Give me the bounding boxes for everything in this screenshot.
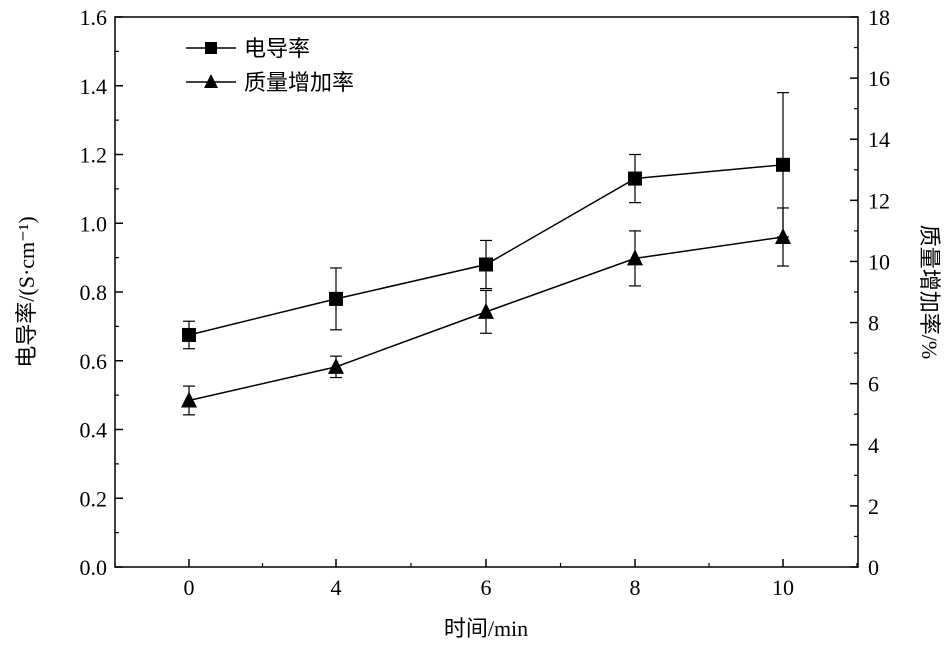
y-tick-label: 1.4 [80, 74, 108, 99]
y-tick-label: 0.0 [80, 555, 108, 580]
y2-tick-label: 12 [868, 188, 890, 213]
data-point-square [776, 157, 790, 172]
y2-axis-label: 质量增加率/% [917, 225, 942, 359]
y-tick-label: 0.2 [80, 486, 108, 511]
y2-tick-label: 4 [868, 433, 879, 458]
y2-tick-label: 10 [868, 249, 890, 274]
data-point-triangle [328, 357, 344, 374]
y-axis-label: 电导率/(S·cm⁻¹) [14, 216, 39, 367]
y2-tick-label: 14 [868, 127, 890, 152]
data-point-square [329, 291, 343, 306]
y2-tick-label: 16 [868, 66, 890, 91]
x-tick-label: 6 [481, 575, 492, 600]
x-axis-label: 时间/min [444, 616, 528, 641]
data-point-square [479, 257, 493, 272]
y2-tick-label: 8 [868, 311, 879, 336]
legend-label-mass-increase: 质量增加率 [244, 70, 354, 95]
y-tick-label: 0.8 [80, 280, 108, 305]
legend-square-marker [205, 42, 217, 54]
x-tick-label: 0 [184, 575, 195, 600]
y-tick-label: 1.6 [80, 5, 108, 30]
data-point-square [182, 327, 196, 342]
y-tick-label: 0.6 [80, 349, 108, 374]
x-tick-label: 8 [630, 575, 641, 600]
y2-tick-label: 2 [868, 494, 879, 519]
data-point-square [628, 171, 642, 186]
legend-triangle-marker [204, 74, 218, 88]
y2-tick-label: 0 [868, 555, 879, 580]
data-point-triangle [627, 249, 643, 266]
y-tick-label: 1.0 [80, 211, 108, 236]
data-point-triangle [181, 391, 197, 408]
data-point-triangle [775, 228, 791, 244]
y-tick-label: 1.2 [80, 143, 108, 168]
y2-tick-label: 18 [868, 5, 890, 30]
legend: 电导率 质量增加率 [186, 36, 354, 95]
y2-tick-label: 6 [868, 372, 879, 397]
y-tick-label: 0.4 [80, 418, 108, 443]
data-point-triangle [478, 302, 494, 319]
x-tick-label: 4 [331, 575, 342, 600]
x-tick-label: 10 [772, 575, 794, 600]
legend-label-conductivity: 电导率 [244, 36, 310, 61]
